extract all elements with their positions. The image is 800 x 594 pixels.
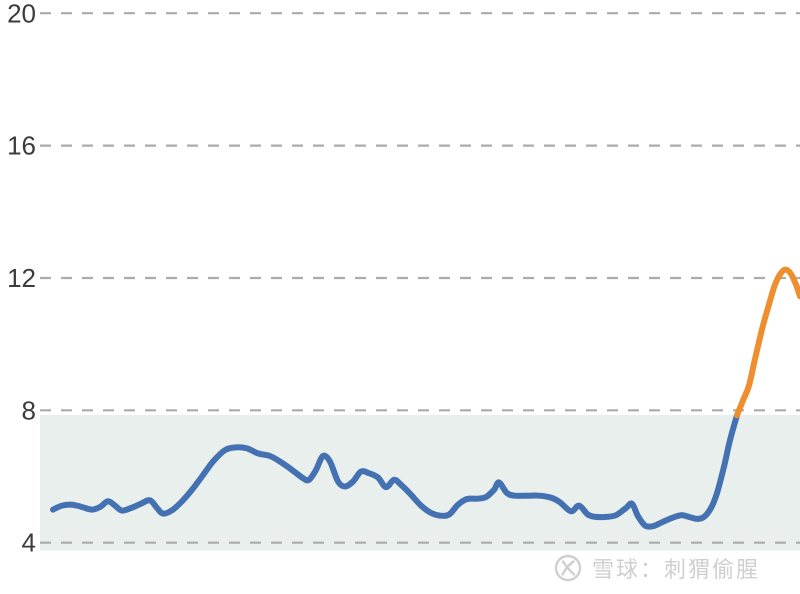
y-axis-label-8: 8 [22, 395, 36, 425]
y-axis-label-4: 4 [22, 528, 36, 558]
watermark: 雪球：刺猬偷腥 [553, 552, 760, 584]
watermark-text: 雪球：刺猬偷腥 [591, 557, 760, 582]
series-recent-surge [734, 266, 800, 419]
y-axis-label-20: 20 [7, 0, 36, 28]
xueqiu-logo-icon [554, 554, 582, 582]
y-axis-label-12: 12 [7, 263, 36, 293]
series-history [50, 412, 740, 530]
valuation-band [40, 415, 800, 551]
y-axis-label-16: 16 [7, 131, 36, 161]
